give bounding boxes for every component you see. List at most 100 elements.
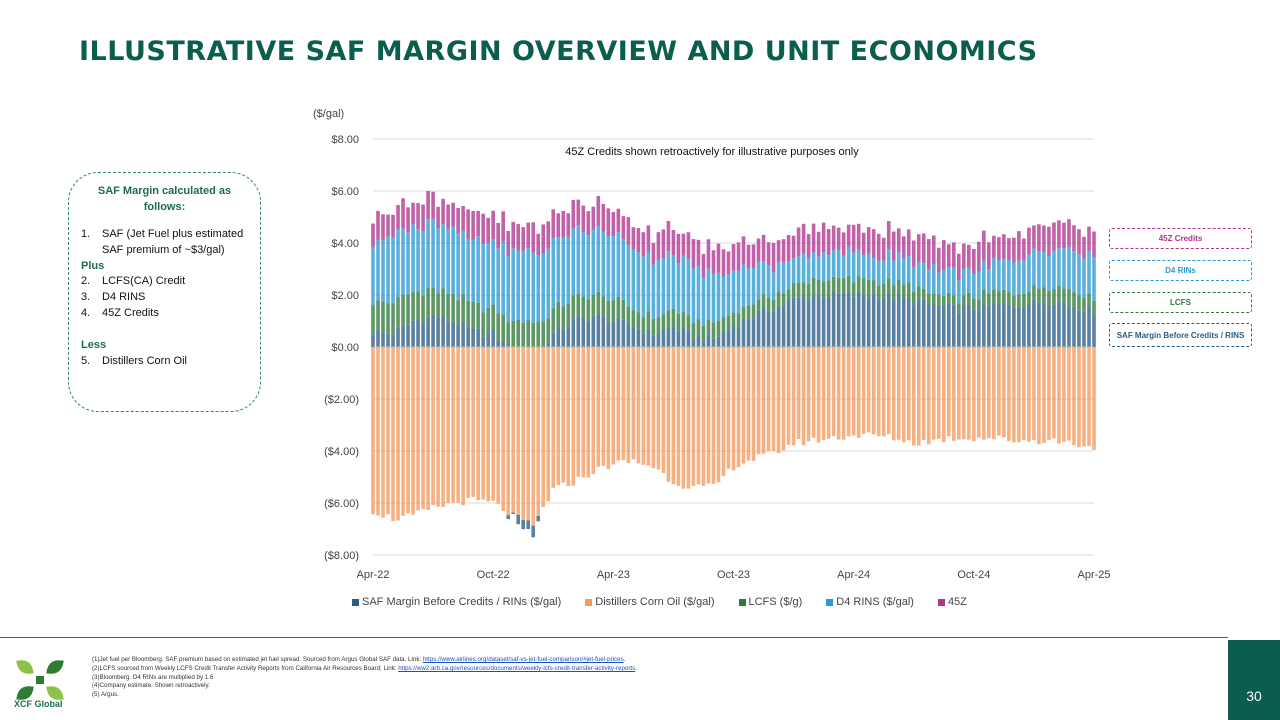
bar-45z <box>516 224 521 251</box>
bar-d4-rins <box>541 253 546 322</box>
bar-lcfs <box>1042 287 1046 304</box>
bar-distillers-corn-oil <box>1082 347 1086 447</box>
y-axis-label: ($/gal) <box>313 108 344 120</box>
bar-distillers-corn-oil <box>406 347 410 514</box>
bar-45z <box>1067 219 1071 247</box>
bar-saf-margin <box>581 317 586 347</box>
bar-saf-margin <box>811 295 816 347</box>
bar-saf-margin <box>821 297 826 347</box>
bar-lcfs <box>1062 288 1066 303</box>
bar-saf-margin <box>997 304 1001 347</box>
bar-lcfs <box>1057 285 1061 302</box>
bar-distillers-corn-oil <box>1047 347 1051 440</box>
bar-saf-margin <box>541 345 546 347</box>
bar-d4-rins <box>992 258 996 290</box>
bar-45z <box>511 221 515 249</box>
bar-45z <box>952 242 956 268</box>
bar-d4-rins <box>621 238 626 300</box>
bar-distillers-corn-oil <box>756 347 761 455</box>
bar-saf-margin <box>741 318 746 347</box>
bar-lcfs <box>746 305 751 320</box>
bar-45z <box>501 211 505 242</box>
bar-lcfs <box>391 303 395 337</box>
bar-distillers-corn-oil <box>906 347 911 441</box>
bar-45z <box>656 232 661 260</box>
bar-d4-rins <box>471 239 475 302</box>
bar-45z <box>691 239 696 269</box>
bar-d4-rins <box>1022 260 1026 294</box>
bar-distillers-corn-oil <box>1067 347 1071 441</box>
bar-saf-margin <box>471 328 475 347</box>
bar-45z <box>476 210 480 237</box>
bar-distillers-corn-oil <box>1012 347 1016 443</box>
bar-d4-rins <box>526 247 531 321</box>
footnote-link[interactable]: https://www.airlines.org/dataset/saf-vs-… <box>422 656 624 663</box>
bar-lcfs <box>426 287 430 317</box>
bar-distillers-corn-oil <box>931 347 936 440</box>
bar-distillers-corn-oil <box>891 347 896 441</box>
bar-lcfs <box>591 295 596 316</box>
bar-lcfs <box>821 281 826 298</box>
bar-distillers-corn-oil <box>386 347 390 515</box>
bar-lcfs <box>936 295 941 305</box>
bar-45z <box>1057 220 1061 249</box>
bar-lcfs <box>571 295 576 319</box>
bar-distillers-corn-oil <box>726 347 731 469</box>
bar-d4-rins <box>476 236 480 303</box>
bar-d4-rins <box>896 251 901 280</box>
bar-lcfs <box>1077 295 1081 311</box>
bar-lcfs <box>982 289 986 303</box>
bar-d4-rins <box>1067 246 1071 289</box>
formula-item: 5. Distillers Corn Oil <box>81 354 248 370</box>
bar-distillers-corn-oil <box>611 347 616 465</box>
bar-45z <box>1032 225 1036 249</box>
bar-saf-margin <box>641 333 646 347</box>
bar-45z <box>1027 227 1031 255</box>
bar-saf-margin <box>396 327 400 347</box>
bar-distillers-corn-oil <box>711 347 716 484</box>
45z-note: 45Z Credits shown retroactively for illu… <box>565 146 859 158</box>
bar-d4-rins <box>746 268 751 306</box>
bar-d4-rins <box>551 237 556 309</box>
bar-lcfs <box>806 284 811 300</box>
x-tick-label: Apr-25 <box>1077 569 1110 581</box>
footnote-link[interactable]: https://ww2.arb.ca.gov/resources/documen… <box>398 664 636 672</box>
bar-distillers-corn-oil <box>957 347 961 440</box>
bar-lcfs <box>1087 293 1091 306</box>
bar-d4-rins <box>1087 251 1091 294</box>
bar-lcfs <box>891 285 896 301</box>
bar-saf-margin <box>616 317 621 347</box>
bar-distillers-corn-oil <box>771 347 776 451</box>
bar-d4-rins <box>406 232 410 295</box>
bar-lcfs <box>801 282 806 297</box>
bar-lcfs <box>952 295 956 305</box>
bar-d4-rins <box>511 248 515 321</box>
bar-d4-rins <box>766 265 771 298</box>
bar-d4-rins <box>841 255 846 279</box>
bar-d4-rins <box>781 262 786 294</box>
legend-label: D4 RINS ($/gal) <box>836 596 914 608</box>
bar-saf-margin <box>406 324 410 347</box>
bar-saf-margin <box>1062 302 1066 347</box>
bar-lcfs <box>696 319 701 336</box>
bar-lcfs <box>796 282 801 298</box>
formula-item: 1. SAF (Jet Fuel plus estimated SAF prem… <box>81 227 248 259</box>
bar-45z <box>371 223 375 247</box>
bar-45z <box>931 235 936 264</box>
bar-d4-rins <box>1012 262 1016 296</box>
bar-saf-margin <box>1037 302 1041 347</box>
bar-saf-margin <box>786 300 791 347</box>
bar-45z <box>621 216 626 239</box>
bar-d4-rins <box>1027 254 1031 292</box>
bar-saf-margin <box>801 296 806 347</box>
bar-distillers-corn-oil <box>651 347 656 469</box>
bar-saf-margin <box>686 329 691 347</box>
bar-distillers-corn-oil <box>521 347 526 521</box>
bar-distillers-corn-oil <box>526 347 531 521</box>
bar-lcfs <box>621 299 626 320</box>
bar-d4-rins <box>816 256 821 280</box>
bar-lcfs <box>1032 285 1036 300</box>
bar-45z <box>967 244 971 268</box>
bar-distillers-corn-oil <box>531 347 536 526</box>
x-tick-label: Apr-23 <box>597 569 630 581</box>
